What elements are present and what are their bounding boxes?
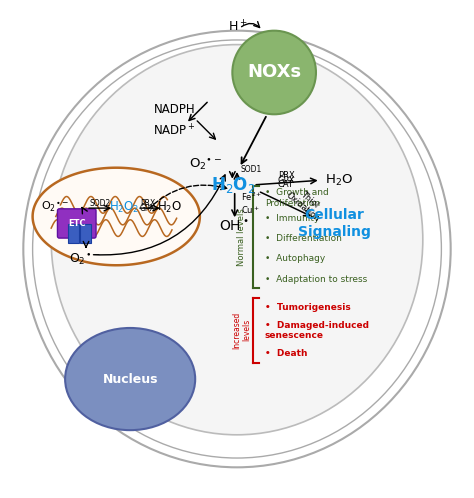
Text: Fe$^{2+}$
Cu$^+$: Fe$^{2+}$ Cu$^+$ (241, 190, 262, 217)
Text: Cellular
Signaling: Cellular Signaling (298, 208, 371, 239)
Text: O$_2$$^{\bullet -}$: O$_2$$^{\bullet -}$ (69, 251, 100, 267)
Text: GPX: GPX (278, 176, 295, 185)
Ellipse shape (51, 45, 423, 435)
Text: •  Death: • Death (265, 349, 307, 358)
Text: •  Damaged-induced
senescence: • Damaged-induced senescence (265, 321, 369, 340)
Text: Thiol
Oxidation: Thiol Oxidation (284, 183, 328, 224)
Bar (68, 224, 79, 244)
Text: NADPH: NADPH (154, 103, 195, 116)
Text: •  Autophagy: • Autophagy (265, 254, 325, 263)
Text: SOD1: SOD1 (241, 165, 262, 174)
Text: •  Immunity: • Immunity (265, 214, 319, 223)
Text: O$_2$$^{\bullet -}$: O$_2$$^{\bullet -}$ (41, 200, 69, 214)
Text: •  Tumorigenesis: • Tumorigenesis (265, 303, 351, 312)
Text: NADP$^+$: NADP$^+$ (153, 123, 196, 138)
Circle shape (232, 31, 316, 114)
Text: •  Adaptation to stress: • Adaptation to stress (265, 275, 367, 284)
Text: SOD2: SOD2 (89, 199, 110, 208)
Text: GPX: GPX (140, 204, 155, 213)
Text: H$_2$O: H$_2$O (325, 173, 353, 188)
Polygon shape (33, 168, 200, 265)
FancyBboxPatch shape (57, 209, 96, 238)
Text: OH$^\bullet$: OH$^\bullet$ (219, 220, 249, 234)
Ellipse shape (65, 328, 195, 430)
Text: H$_2$O: H$_2$O (157, 200, 182, 215)
Text: Increased
levels: Increased levels (232, 312, 251, 349)
Text: ETC: ETC (68, 219, 85, 228)
Text: H$_2$O$_2$: H$_2$O$_2$ (211, 175, 256, 195)
Text: Normal levels: Normal levels (237, 209, 246, 266)
Text: CAT: CAT (278, 180, 294, 189)
Text: H$_2$O$_2$: H$_2$O$_2$ (109, 200, 140, 215)
Text: Nucleus: Nucleus (102, 373, 158, 385)
Text: PRX: PRX (278, 171, 295, 180)
Text: PRX: PRX (140, 199, 155, 208)
Text: H$^+$: H$^+$ (228, 19, 248, 34)
Bar (81, 224, 91, 244)
Text: •  Growth and
Proliferation: • Growth and Proliferation (265, 188, 328, 208)
Text: O$_2$$^{\bullet -}$: O$_2$$^{\bullet -}$ (189, 157, 222, 172)
Text: NOXs: NOXs (247, 63, 301, 82)
Text: •  Differentiation: • Differentiation (265, 234, 342, 243)
